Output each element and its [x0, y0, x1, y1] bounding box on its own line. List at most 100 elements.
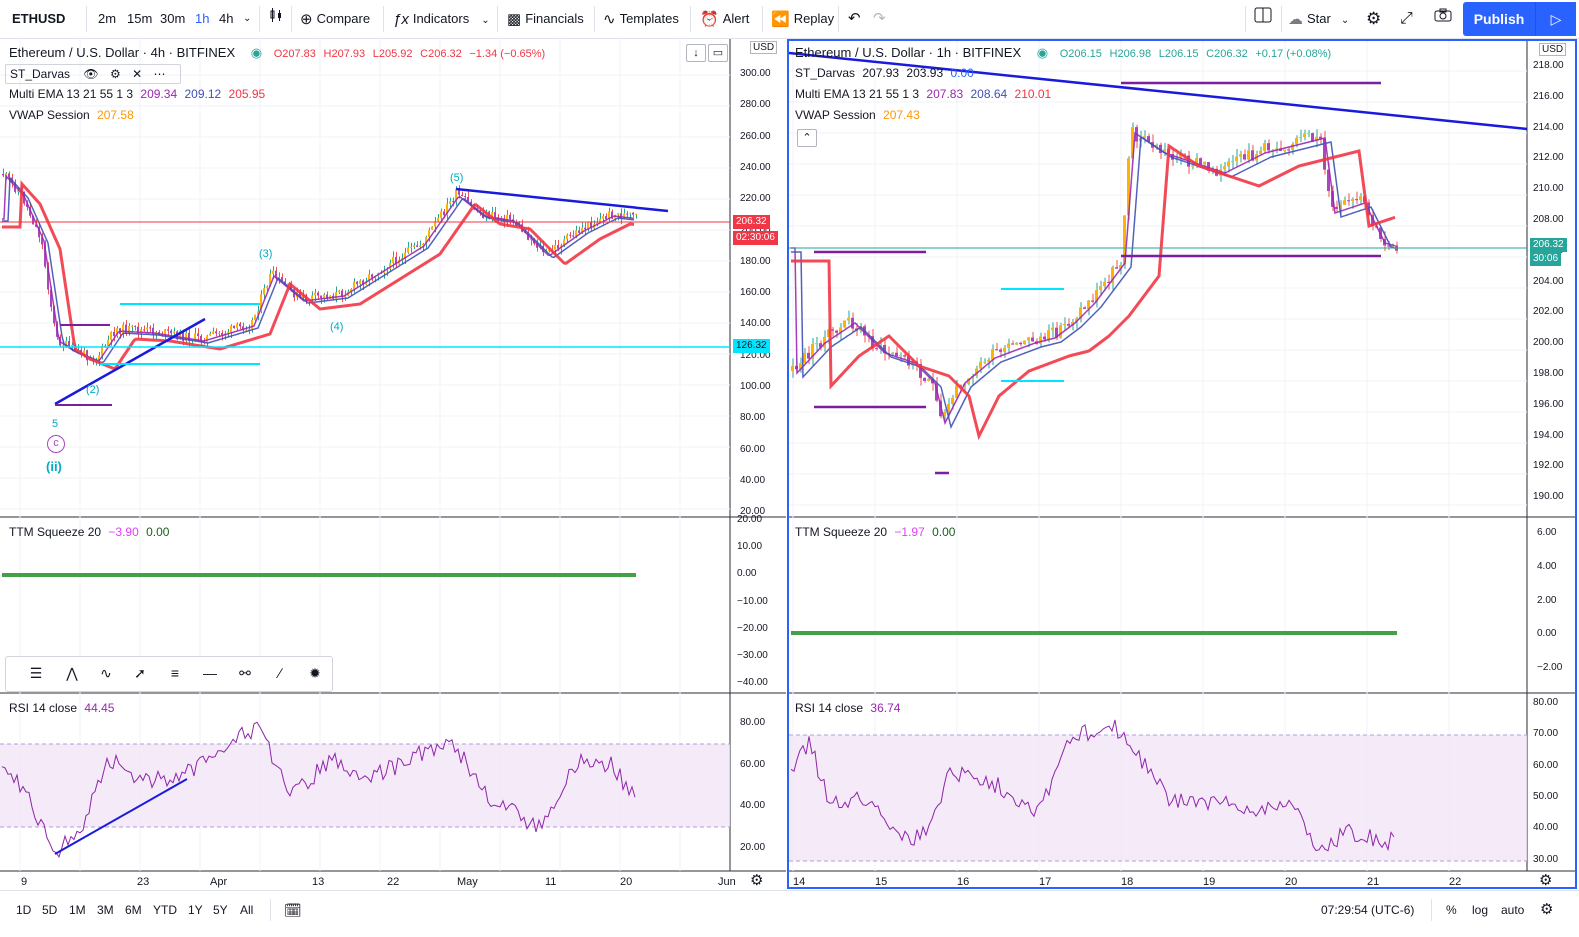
pattern-tool-icon[interactable]: ✹: [309, 665, 321, 681]
right-chart-canvas[interactable]: [789, 41, 1575, 887]
right-chart-pane[interactable]: Ethereum / U.S. Dollar · 1h · BITFINEX ◉…: [787, 39, 1577, 889]
rsi-label: RSI 14 close: [9, 701, 78, 715]
more-icon[interactable]: ⋯: [153, 67, 166, 81]
play-icon[interactable]: ▷: [1535, 2, 1576, 36]
candle-body: [1143, 136, 1146, 138]
horizontal-lines-icon[interactable]: ☰: [29, 665, 43, 681]
candle-body: [605, 216, 607, 219]
camera-icon[interactable]: [1434, 0, 1452, 38]
candle-body: [146, 327, 148, 330]
redo-icon[interactable]: ↷: [873, 10, 886, 27]
interval-30m[interactable]: 30m: [160, 11, 186, 26]
templates-icon: ∿: [603, 10, 616, 28]
fib-icon[interactable]: ≡: [170, 665, 180, 681]
candle-body: [278, 277, 280, 279]
candle-body: [26, 203, 28, 207]
fullscreen-icon[interactable]: ⤢: [1400, 10, 1413, 27]
candle-body: [35, 224, 37, 227]
collapse-legend-icon[interactable]: ⌃: [797, 129, 817, 147]
right-currency-label: USD: [1539, 43, 1567, 56]
left-darvas-legend[interactable]: ST_Darvas 👁 ⚙ ✕ ⋯: [5, 64, 181, 84]
candle-body: [311, 295, 313, 300]
star-button[interactable]: ☁ Star ⌄: [1288, 0, 1349, 38]
range-5d[interactable]: 5D: [42, 903, 58, 917]
candle-body: [1059, 325, 1062, 338]
candle-body: [1231, 161, 1234, 163]
close-icon[interactable]: ✕: [132, 67, 143, 81]
candle-body: [1071, 321, 1074, 326]
range-1m[interactable]: 1M: [69, 903, 86, 917]
candle-body: [1119, 264, 1122, 269]
right-price-tick: 214.00: [1533, 121, 1564, 133]
candle-style-icon[interactable]: [268, 0, 284, 38]
clock[interactable]: 07:29:54 (UTC-6): [1321, 903, 1415, 917]
interval-1h[interactable]: 1h: [195, 11, 210, 26]
eye-icon[interactable]: 👁: [83, 67, 99, 81]
range-5y[interactable]: 5Y: [213, 903, 228, 917]
financials-button[interactable]: ▩ Financials: [507, 0, 584, 38]
percent-toggle[interactable]: %: [1446, 903, 1457, 917]
candle-body: [341, 290, 343, 298]
maximize-icon[interactable]: ▭: [708, 44, 728, 62]
range-6m[interactable]: 6M: [125, 903, 142, 917]
candle-body: [536, 243, 538, 248]
left-chart-canvas[interactable]: [0, 39, 786, 889]
gear-icon[interactable]: ⚙: [1366, 9, 1382, 28]
range-1y[interactable]: 1Y: [188, 903, 203, 917]
templates-button[interactable]: ∿ Templates: [603, 0, 679, 38]
candle-body: [807, 352, 810, 359]
range-ytd[interactable]: YTD: [153, 903, 177, 917]
right-axis-settings-icon[interactable]: ⚙: [1539, 872, 1553, 889]
symbol-search[interactable]: ETHUSD: [12, 11, 66, 26]
log-toggle[interactable]: log: [1472, 903, 1489, 917]
left-rsi-tick: 40.00: [740, 800, 766, 811]
range-all[interactable]: All: [240, 903, 254, 917]
rewind-icon: ⏪: [771, 10, 790, 28]
right-price-tick: 192.00: [1533, 460, 1564, 472]
left-ttm-tick: −10.00: [737, 595, 768, 607]
alert-button[interactable]: ⏰ Alert: [700, 0, 749, 38]
interval-4h[interactable]: 4h: [219, 11, 234, 26]
left-ttm-tick: −30.00: [737, 650, 768, 661]
horizontal-ray-icon[interactable]: —: [203, 665, 217, 681]
indicators-button[interactable]: ƒx Indicators ⌄: [393, 0, 490, 38]
candle-body: [5, 173, 7, 176]
range-3m[interactable]: 3M: [97, 903, 114, 917]
interval-2m[interactable]: 2m: [98, 11, 117, 26]
line-tool-icon[interactable]: ∕: [278, 665, 282, 681]
download-icon[interactable]: ↓: [686, 44, 706, 62]
right-rsi-tick: 80.00: [1533, 697, 1559, 708]
publish-button[interactable]: Publish: [1463, 2, 1535, 36]
candle-body: [1267, 143, 1270, 151]
candle-body: [1207, 162, 1210, 171]
left-chart-pane[interactable]: Ethereum / U.S. Dollar · 4h · BITFINEX ◉…: [0, 39, 786, 889]
abcd-pattern-icon[interactable]: ⋀: [66, 665, 78, 681]
candle-body: [584, 227, 586, 230]
right-time-tick: 16: [957, 876, 970, 888]
left-axis-settings-icon[interactable]: ⚙: [750, 872, 764, 889]
compare-button[interactable]: ⊕ Compare: [300, 0, 370, 38]
elliott-wave-icon[interactable]: ∿: [100, 665, 112, 681]
candle-body: [440, 211, 442, 219]
candle-body: [590, 221, 592, 229]
interval-15m[interactable]: 15m: [127, 11, 153, 26]
left-price-tick: 240.00: [740, 161, 771, 173]
auto-toggle[interactable]: auto: [1501, 903, 1525, 917]
candle-body: [1131, 127, 1134, 159]
right-countdown-tag: 30:06: [1530, 252, 1562, 266]
candle-body: [1323, 138, 1326, 170]
right-price-tick: 216.00: [1533, 90, 1564, 102]
candle-body: [1359, 196, 1362, 201]
chart-settings-icon[interactable]: ⚙: [1540, 901, 1554, 918]
layout-icon[interactable]: [1254, 0, 1272, 38]
undo-icon[interactable]: ↶: [848, 10, 861, 27]
trend-line-tool-icon[interactable]: ➚: [134, 665, 146, 681]
settings-icon[interactable]: ⚙: [109, 67, 121, 81]
parallel-channel-icon[interactable]: ⚯: [239, 665, 251, 681]
right-time-tick: 15: [875, 876, 888, 888]
interval-dropdown-icon[interactable]: ⌄: [243, 13, 252, 24]
range-1d[interactable]: 1D: [16, 903, 32, 917]
goto-date-icon[interactable]: 🗓: [284, 902, 302, 918]
replay-button[interactable]: ⏪ Replay: [771, 0, 834, 38]
candle-body: [1327, 169, 1330, 192]
